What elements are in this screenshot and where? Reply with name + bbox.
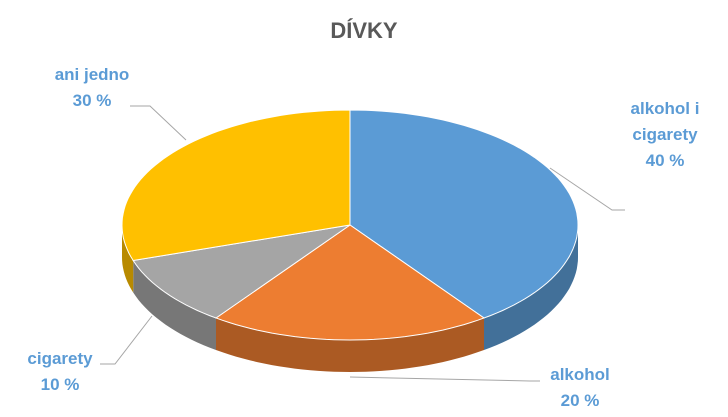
slice-side: [133, 260, 216, 350]
value-label: 30 %: [72, 91, 112, 110]
category-label: alkohol i cigarety: [630, 99, 700, 144]
leader-line: [549, 167, 625, 211]
slice-side: [484, 225, 578, 350]
category-label: cigarety: [27, 349, 93, 368]
data-label: alkohol i cigarety 40 %: [615, 96, 715, 174]
value-label: 10 %: [40, 375, 80, 394]
leader-line: [100, 315, 153, 365]
slice-side: [122, 225, 134, 293]
data-label: cigarety 10 %: [10, 346, 110, 398]
slice: [132, 224, 351, 319]
value-label: 20 %: [560, 391, 600, 410]
data-label: ani jedno 30 %: [42, 62, 142, 114]
slice: [214, 224, 486, 341]
category-label: alkohol: [550, 365, 610, 384]
chart-title: DÍVKY: [330, 18, 398, 43]
slice-side: [216, 318, 484, 372]
slice: [121, 109, 351, 262]
category-label: ani jedno: [54, 65, 130, 84]
leader-line: [349, 376, 540, 382]
slice: [349, 109, 579, 319]
data-label: alkohol 20 %: [530, 362, 630, 414]
leader-line: [130, 105, 187, 141]
value-label: 40 %: [645, 151, 685, 170]
